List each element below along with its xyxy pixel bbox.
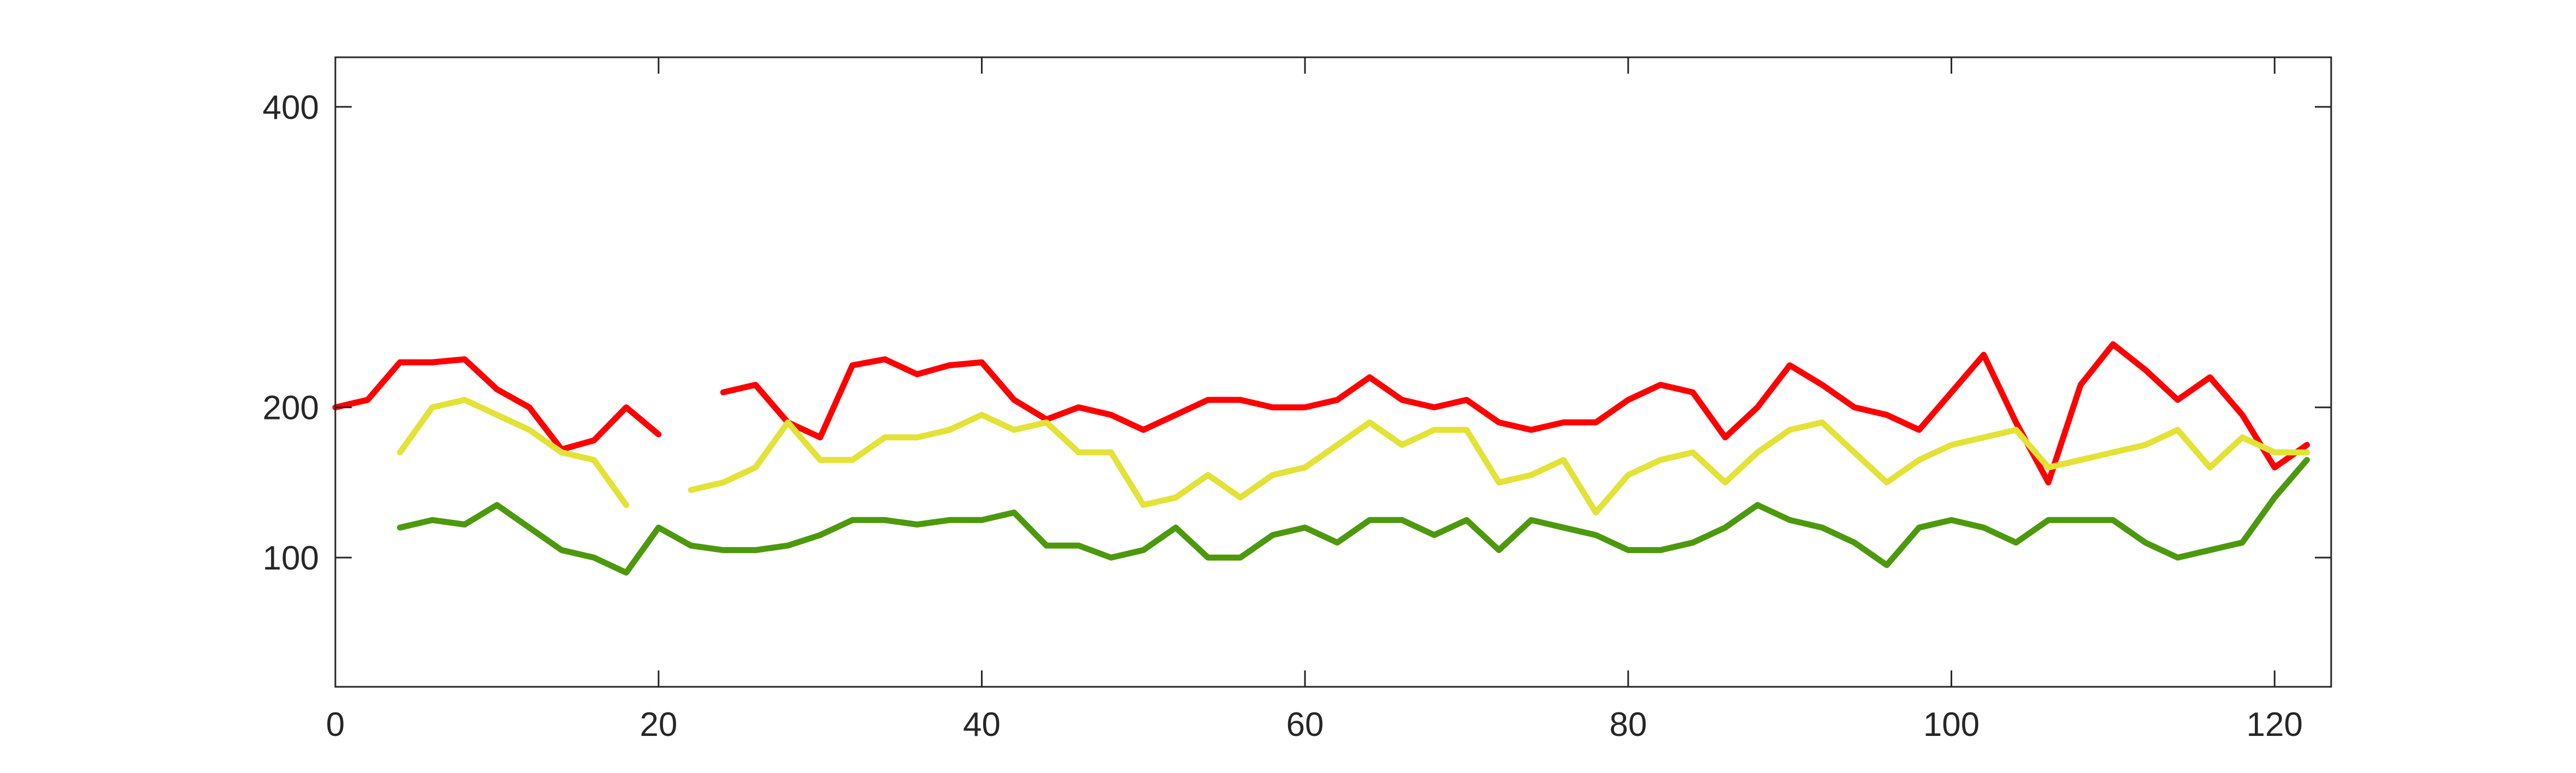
x-tick-label: 0 [326, 706, 345, 744]
data-line [397, 397, 2310, 516]
x-tick-label: 40 [963, 706, 1001, 744]
y-tick-label: 100 [263, 540, 319, 577]
data-line [397, 457, 2310, 576]
x-tick-label: 20 [640, 706, 677, 744]
plot-frame [334, 56, 2332, 688]
x-tick-label: 60 [1286, 706, 1324, 744]
y-tick-label: 400 [263, 89, 319, 127]
x-tick-label: 100 [1923, 706, 1979, 744]
data-line [332, 341, 2310, 486]
y-tick-label: 200 [263, 390, 319, 427]
x-tick-label: 120 [2247, 706, 2303, 744]
x-tick-label: 80 [1609, 706, 1647, 744]
